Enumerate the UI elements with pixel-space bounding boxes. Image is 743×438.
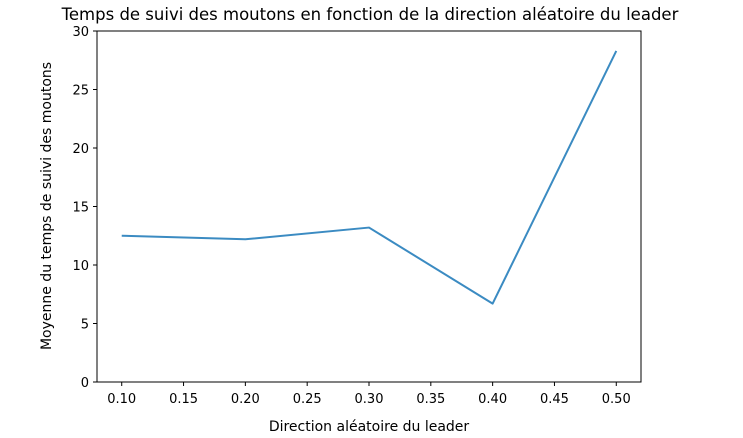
- y-axis-label: Moyenne du temps de suivi des moutons: [39, 62, 55, 350]
- y-tick-label: 30: [72, 25, 89, 40]
- y-tick-label: 5: [81, 318, 89, 333]
- x-tick-label: 0.35: [416, 392, 445, 407]
- x-tick-label: 0.10: [107, 392, 136, 407]
- plot-area: 0.10 0.15 0.20 0.25 0.30 0.35 0.40 0.45 0.50 0 5 10…: [72, 25, 642, 407]
- x-tick-label: 0.25: [293, 392, 322, 407]
- y-tick-label: 15: [72, 201, 89, 216]
- y-tick-label: 10: [72, 259, 89, 274]
- x-tick-label: 0.30: [355, 392, 384, 407]
- y-tick-label: 25: [72, 84, 89, 99]
- chart-title: Temps de suivi des moutons en fonction d…: [61, 5, 679, 24]
- x-tick-label: 0.40: [478, 392, 507, 407]
- x-tick-label: 0.50: [602, 392, 631, 407]
- series-line: [121, 50, 618, 305]
- plot-frame: [96, 30, 642, 383]
- x-tick-label: 0.45: [540, 392, 569, 407]
- x-axis-label: Direction aléatoire du leader: [269, 419, 470, 435]
- y-tick-label: 0: [81, 376, 89, 391]
- y-tick-label: 20: [72, 142, 89, 157]
- x-tick-label: 0.20: [231, 392, 260, 407]
- x-tick-label: 0.15: [169, 392, 198, 407]
